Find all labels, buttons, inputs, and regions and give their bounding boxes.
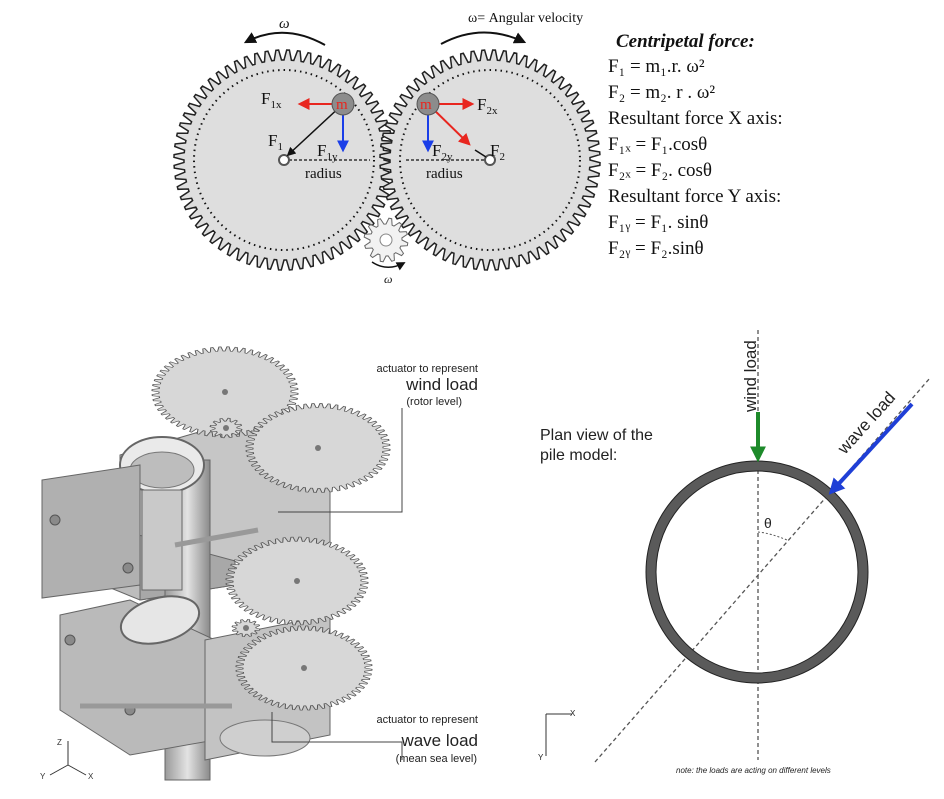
label-f2x: F2x — [477, 95, 498, 117]
wind-load-label: wind load — [741, 340, 760, 413]
plan-axis-x: X — [570, 709, 576, 718]
plan-title-line2: pile model: — [540, 447, 617, 464]
theta-arc — [757, 531, 788, 541]
model-gear-hub — [243, 625, 249, 631]
model-gear-hub — [223, 425, 229, 431]
pitch-circle — [399, 69, 581, 251]
wind-caption-line3: (rotor level) — [406, 396, 462, 408]
wind-caption-line2: wind load — [405, 375, 478, 394]
wave-leader-line — [271, 712, 403, 760]
label-f2y: F2y — [432, 141, 453, 163]
center-right — [484, 154, 496, 166]
plan-view — [545, 330, 931, 763]
plan-note: note: the loads are acting on different … — [676, 766, 831, 775]
arm-right — [474, 149, 487, 158]
arm-left — [286, 103, 344, 157]
plan-axis-y: Y — [538, 753, 544, 762]
omega-left-label: ω — [279, 16, 290, 32]
equation-line-5: F₂ₓ = F₂. cosθ — [608, 160, 713, 181]
radius-label-right: radius — [426, 166, 463, 182]
wave-load-label: wave load — [833, 388, 899, 458]
equation-line-4: F₁ₓ = F₁.cosθ — [608, 134, 708, 155]
omega-small-label: ω — [384, 272, 392, 286]
rotation-arrow-left — [243, 31, 326, 46]
mass-right-label: m — [420, 97, 432, 113]
mass-left — [331, 92, 355, 116]
label-f1x: F1x — [261, 89, 282, 111]
theta-label: θ — [764, 515, 772, 531]
model-axis-triad — [49, 741, 87, 776]
plan-title-line1: Plan view of the — [540, 427, 653, 444]
wave-caption-line3: (mean sea level) — [396, 753, 477, 765]
rotation-arrow-right — [440, 31, 527, 45]
pile-ring — [646, 461, 868, 683]
model-axis-x: X — [88, 772, 94, 781]
equation-line-6: Resultant force Y axis: — [608, 186, 782, 207]
model-axis-z: Z — [57, 738, 62, 747]
plan-diagonal-dashed — [594, 377, 931, 763]
equations-title: Centripetal force: — [616, 31, 755, 52]
equation-line-3: Resultant force X axis: — [608, 108, 783, 129]
wave-caption-line1: actuator to represent — [376, 714, 478, 726]
pitch-circle — [193, 69, 375, 251]
angular-velocity-label: ω= Angular velocity — [468, 11, 583, 26]
model-gears — [151, 346, 391, 711]
wind-leader-line — [278, 408, 403, 513]
label-f1y: F1y — [317, 141, 338, 163]
label-f1: F1 — [268, 131, 283, 153]
equation-line-2: F₂ = m₂. r . ω² — [608, 82, 716, 103]
equation-line-1: F₁ = m₁.r. ω² — [608, 56, 705, 77]
mass-left-label: m — [336, 97, 348, 113]
center-left — [278, 154, 290, 166]
wind-caption-line1: actuator to represent — [376, 363, 478, 375]
model-gear-hub — [222, 389, 228, 395]
wave-load-arrow — [828, 402, 914, 495]
model-render — [41, 419, 331, 781]
radius-label-left: radius — [305, 166, 342, 182]
mass-right — [416, 92, 440, 116]
equation-line-8: F₂ᵧ = F₂.sinθ — [608, 238, 704, 259]
label-f2: F2 — [490, 141, 505, 163]
wave-caption-line2: wave load — [400, 731, 478, 750]
equation-line-7: F₁ᵧ = F₁. sinθ — [608, 212, 709, 233]
model-gear-hub — [301, 665, 307, 671]
gear-hub — [379, 233, 393, 247]
model-axis-y: Y — [40, 772, 46, 781]
gear-small — [363, 217, 409, 263]
model-gear-hub — [294, 578, 300, 584]
rotation-arrow-small — [371, 261, 406, 271]
model-gear-hub — [315, 445, 321, 451]
